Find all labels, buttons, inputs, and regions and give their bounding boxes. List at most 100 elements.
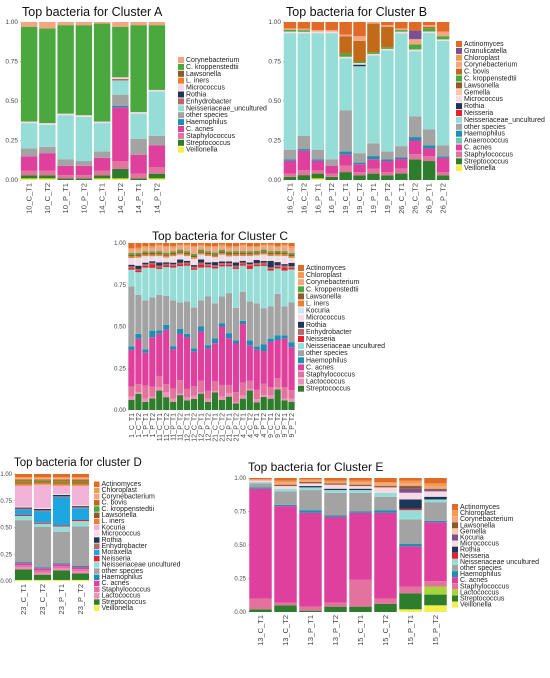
- bar-segment: [135, 393, 142, 410]
- bar-segment: [283, 29, 297, 32]
- bar-segment: [232, 267, 239, 269]
- bar-segment: [297, 136, 311, 150]
- bar-segment: [267, 338, 274, 342]
- bar-segment: [190, 351, 198, 387]
- x-tick-label: 11_C_T2: [164, 413, 171, 441]
- x-tick-label: 19_C_T2: [355, 183, 364, 214]
- bar-segment: [218, 256, 226, 262]
- y-tick-label: 0.25: [268, 138, 281, 145]
- bar-segment: [156, 252, 163, 255]
- bar-segment: [190, 255, 198, 258]
- bar-segment: [239, 244, 246, 247]
- bar-segment: [299, 490, 322, 511]
- bar-segment: [239, 395, 246, 399]
- bar-segment: [399, 546, 422, 587]
- bar-segment: [135, 294, 142, 334]
- bar-segment: [408, 116, 422, 138]
- bar-segment: [218, 251, 226, 254]
- bar-segment: [260, 344, 267, 352]
- y-tick-label: 0.00: [0, 579, 12, 585]
- bar-segment: [246, 345, 253, 381]
- bar-segment: [39, 153, 56, 171]
- legend-swatch: [94, 481, 100, 487]
- y-tick-label: 0.25: [234, 577, 246, 583]
- bar-segment: [260, 252, 267, 255]
- bar-segment: [399, 486, 422, 489]
- bar-segment: [156, 244, 163, 247]
- bar-segment: [249, 598, 272, 610]
- bar-segment: [311, 22, 325, 30]
- bar-segment: [33, 479, 52, 481]
- bar-segment: [14, 482, 33, 484]
- legend-swatch: [452, 552, 458, 559]
- bar-segment: [71, 506, 90, 508]
- bar-segment: [33, 574, 52, 580]
- bar-segment: [422, 25, 436, 27]
- bar-segment: [267, 270, 274, 307]
- bar-segment: [33, 510, 52, 512]
- bar-segment: [239, 398, 246, 410]
- bar-segment: [57, 115, 74, 160]
- bar-segment: [211, 338, 219, 344]
- legend-swatch: [94, 549, 100, 556]
- bar-segment: [281, 267, 288, 271]
- y-tick-label: 1.00: [5, 19, 18, 26]
- bar-segment: [325, 29, 338, 32]
- bar-segment: [253, 260, 260, 264]
- bar-segment: [239, 320, 246, 325]
- bar-segment: [339, 172, 352, 180]
- bar-segment: [148, 145, 166, 168]
- bar-segment: [75, 175, 93, 179]
- bar-segment: [163, 252, 170, 255]
- legend-label: Neisseria: [460, 553, 489, 560]
- bar-segment: [367, 168, 380, 174]
- x-tick-label: 15_P_T1: [406, 615, 415, 645]
- legend-label: Rothia: [102, 537, 122, 544]
- bar-segment: [14, 509, 33, 515]
- bar-segment: [14, 508, 33, 510]
- bar-segment: [408, 140, 422, 155]
- bar-segment: [197, 259, 205, 263]
- legend-swatch: [456, 96, 462, 103]
- y-tick-label: 0.25: [0, 552, 12, 558]
- bar-segment: [374, 486, 397, 488]
- bar-segment: [142, 267, 149, 301]
- bar-segment: [170, 265, 177, 268]
- bar-segment: [422, 22, 436, 26]
- bar-segment: [274, 293, 281, 336]
- bar-segment: [149, 386, 156, 397]
- bar-segment: [33, 477, 52, 479]
- x-tick-label: 10_C_T1: [25, 183, 34, 214]
- bar-segment: [204, 251, 212, 253]
- bar-segment: [349, 484, 372, 487]
- bar-segment: [197, 380, 205, 392]
- bar-segment: [232, 343, 239, 393]
- bar-segment: [246, 252, 253, 255]
- bar-segment: [225, 243, 233, 247]
- bar-segment: [149, 254, 156, 257]
- bar-segment: [52, 568, 71, 571]
- bar-segment: [218, 263, 226, 265]
- bar-segment: [249, 479, 272, 481]
- legend-swatch: [452, 528, 458, 535]
- bar-segment: [142, 385, 149, 399]
- legend-label: Veillonella: [186, 147, 218, 154]
- bar-segment: [399, 510, 422, 520]
- bar-segment: [204, 265, 212, 268]
- bar-segment: [253, 246, 260, 248]
- bar-segment: [274, 605, 297, 612]
- bar-segment: [283, 149, 297, 160]
- legend-swatch: [178, 98, 184, 105]
- bar-segment: [184, 337, 191, 389]
- bar-segment: [211, 262, 219, 266]
- bar-segment: [267, 306, 274, 339]
- bar-segment: [408, 51, 422, 117]
- bar-segment: [52, 531, 71, 564]
- bar-segment: [422, 156, 436, 162]
- bar-segment: [170, 252, 177, 255]
- bar-segment: [148, 91, 166, 136]
- bar-segment: [184, 255, 191, 258]
- bar-segment: [163, 267, 170, 296]
- bar-segment: [149, 261, 156, 263]
- legend-label: Lactococcus: [102, 593, 141, 600]
